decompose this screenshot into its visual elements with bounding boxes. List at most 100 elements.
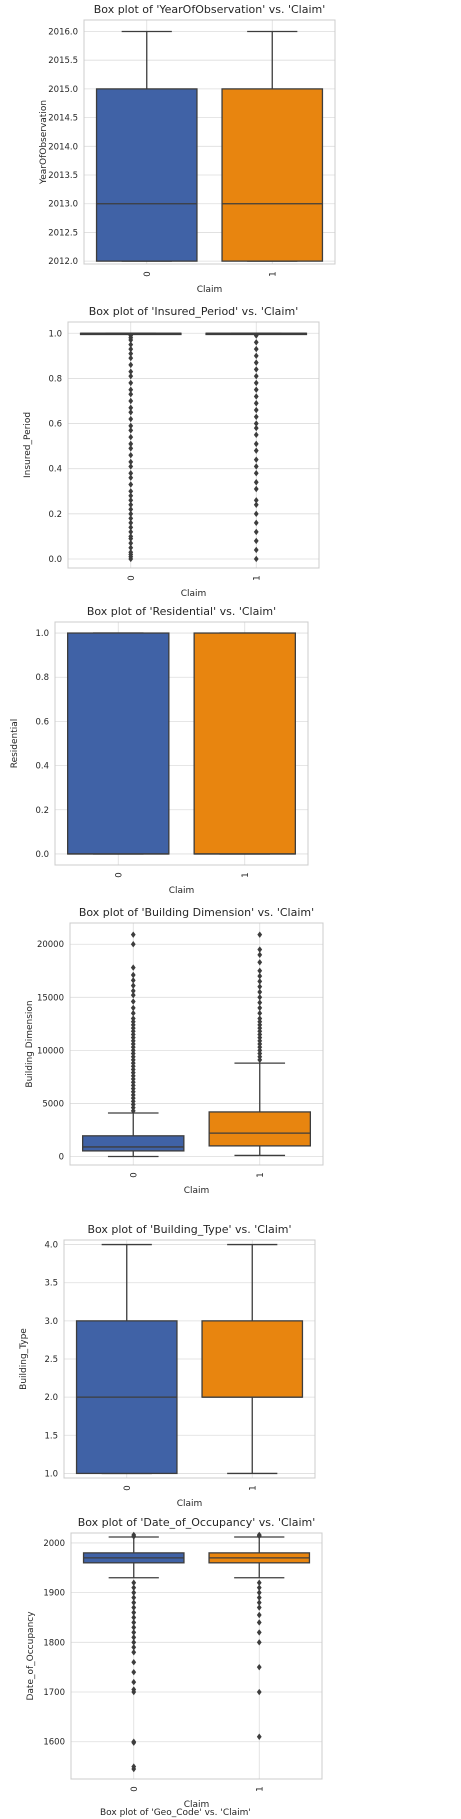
outlier-point	[256, 1579, 262, 1586]
y-tick-label: 2013.0	[48, 200, 78, 210]
chart-panel-4: 0 5000 10000 15000 20000 0 1 Claim Building Dime…	[25, 906, 324, 1196]
y-tick-label: 2016.0	[48, 27, 78, 37]
outlier-point	[253, 372, 259, 380]
outlier-point	[256, 1531, 262, 1539]
box-category-1	[201, 1320, 304, 1398]
y-tick-label: 0.6	[48, 420, 62, 430]
outlier-point	[253, 393, 259, 400]
outlier-point	[256, 1584, 262, 1591]
outlier-point	[130, 941, 136, 948]
y-tick-label: 0.4	[35, 762, 49, 772]
box-category-1	[221, 88, 324, 262]
outlier-point	[253, 339, 259, 346]
outlier-point	[128, 458, 134, 466]
outlier-point	[257, 1015, 263, 1022]
chart-panel-5: 1.0 1.5 2.0 2.5 3.0 3.5 4.0 0 1 Claim Building_Typ…	[19, 1223, 316, 1509]
outlier-point	[131, 1659, 137, 1666]
y-tick-label: 2000	[43, 1539, 65, 1549]
outlier-point	[130, 964, 136, 971]
outlier-point	[128, 481, 134, 488]
y-tick-label: 2.5	[44, 1355, 58, 1365]
chart-panel-6: 1600 1700 1800 1900 2000 0 1 Claim Date_of_Occup…	[26, 1516, 323, 1810]
outlier-point	[131, 1594, 137, 1601]
y-tick-label: 1600	[43, 1738, 65, 1748]
plot-frame	[70, 1532, 323, 1780]
outlier-point	[128, 488, 134, 495]
x-tick-label: 1	[241, 872, 251, 877]
outlier-point	[256, 1629, 262, 1636]
outlier-point	[253, 456, 259, 463]
y-tick-label: 0	[59, 1153, 64, 1163]
y-tick-label: 10000	[37, 1046, 64, 1056]
outlier-point	[256, 1619, 262, 1626]
y-axis-label: Residential	[10, 719, 20, 769]
box-category-1	[208, 1111, 311, 1147]
outlier-point	[128, 497, 134, 504]
outlier-point	[131, 1738, 137, 1745]
outlier-point	[257, 1004, 263, 1012]
outlier-point	[253, 440, 259, 448]
outlier-point	[128, 501, 134, 509]
outlier-point	[253, 497, 259, 504]
outlier-point	[257, 1010, 263, 1017]
outlier-point	[128, 519, 134, 527]
outlier-point	[128, 404, 134, 411]
x-tick-label: 1	[255, 1786, 265, 1791]
chart-panel-2: 0.0 0.2 0.4 0.6 0.8 1.0 0 1 Claim Insured_Period B…	[23, 305, 320, 599]
outlier-point	[128, 332, 134, 339]
y-tick-label: 2012.0	[48, 257, 78, 267]
y-tick-label: 5000	[42, 1099, 64, 1109]
y-tick-label: 2012.5	[48, 228, 78, 238]
outlier-point	[128, 470, 134, 477]
outlier-point	[256, 1688, 262, 1696]
outlier-point	[128, 492, 134, 499]
outlier-point	[256, 1604, 262, 1611]
chart-panel-1: 2012.0 2012.5 2013.0 2013.5 2014.0 2014.5 2015…	[39, 3, 336, 295]
y-tick-label: 15000	[37, 993, 64, 1003]
outlier-point	[131, 1624, 137, 1631]
outlier-point	[257, 967, 263, 974]
outlier-point	[253, 366, 259, 373]
outlier-point	[128, 549, 134, 556]
outlier-point	[131, 1531, 137, 1539]
plot-frame	[69, 922, 324, 1166]
outlier-point	[257, 988, 263, 996]
outlier-point	[253, 379, 259, 387]
outlier-point	[253, 406, 259, 414]
outlier-point	[253, 332, 259, 339]
x-tick-label: 0	[114, 872, 124, 877]
outlier-point	[128, 544, 134, 551]
outlier-point	[256, 1639, 262, 1646]
outlier-point	[253, 463, 259, 470]
outlier-point	[128, 506, 134, 513]
outlier-point	[128, 510, 134, 518]
outlier-point	[130, 931, 136, 938]
outlier-point	[131, 1649, 137, 1656]
x-tick-label: 1	[256, 1172, 266, 1177]
outlier-point	[131, 1763, 137, 1770]
x-axis-label: Claim	[184, 1800, 210, 1810]
plot-frame	[67, 321, 320, 569]
outlier-point	[128, 415, 134, 423]
x-tick-label: 1	[248, 1485, 258, 1490]
box-category-0	[67, 632, 170, 855]
y-tick-label: 1900	[43, 1589, 65, 1599]
outlier-point	[131, 1589, 137, 1596]
outlier-point	[128, 474, 134, 481]
outlier-point	[130, 1010, 136, 1017]
outlier-point	[131, 1609, 137, 1616]
outlier-point	[131, 1619, 137, 1626]
outlier-point	[253, 400, 259, 407]
y-tick-label: 2014.5	[48, 114, 78, 124]
outlier-point	[253, 431, 259, 439]
outlier-point	[131, 1686, 137, 1693]
outlier-point	[128, 361, 134, 369]
outlier-point	[257, 978, 263, 985]
y-axis-label: Date_of_Occupancy	[26, 1611, 36, 1701]
outlier-point	[253, 528, 259, 536]
plot-frame	[54, 621, 309, 866]
y-tick-label: 2014.0	[48, 142, 78, 152]
outlier-point	[130, 982, 136, 989]
y-tick-label: 20000	[37, 940, 64, 950]
outlier-point	[253, 470, 259, 477]
